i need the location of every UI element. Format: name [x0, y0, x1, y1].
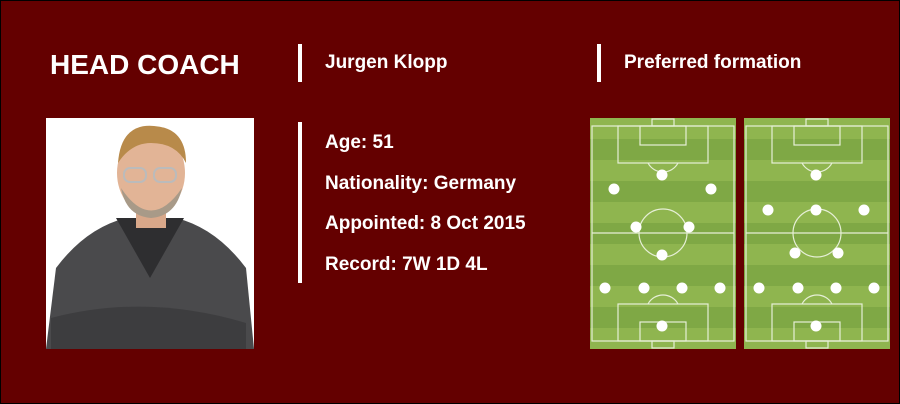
- pitch-stripe: [744, 307, 890, 328]
- goal-bottom: [651, 340, 675, 349]
- player-marker: [830, 282, 842, 294]
- pitch-stripe: [590, 118, 736, 139]
- pitch-stripe: [744, 244, 890, 265]
- pitch-stripe: [744, 328, 890, 349]
- pitch-stripe: [590, 307, 736, 328]
- coach-appointed: Appointed: 8 Oct 2015: [325, 213, 526, 234]
- formation-heading: Preferred formation: [624, 52, 802, 73]
- formation-pitch-2: [744, 118, 890, 349]
- pitch-stripe: [744, 265, 890, 286]
- player-marker: [810, 169, 822, 181]
- player-marker: [656, 320, 668, 332]
- pitch-stripe: [744, 118, 890, 139]
- player-marker: [858, 204, 870, 216]
- player-marker: [656, 249, 668, 261]
- player-marker: [676, 282, 688, 294]
- pitch-stripe: [590, 328, 736, 349]
- pitch-stripe: [590, 202, 736, 223]
- player-marker: [810, 204, 822, 216]
- player-marker: [608, 183, 620, 195]
- coach-nationality: Nationality: Germany: [325, 173, 517, 194]
- divider: [298, 122, 302, 283]
- pitch-stripe: [590, 265, 736, 286]
- player-marker: [656, 169, 668, 181]
- player-marker: [705, 183, 717, 195]
- player-marker: [714, 282, 726, 294]
- pitch-stripe: [744, 139, 890, 160]
- pitch-stripe: [744, 286, 890, 307]
- coach-portrait-icon: [46, 125, 254, 349]
- penalty-arc-bottom: [801, 294, 833, 305]
- divider: [597, 44, 601, 82]
- player-marker: [630, 221, 642, 233]
- penalty-arc-bottom: [647, 294, 679, 305]
- player-marker: [762, 204, 774, 216]
- pitch-stripe: [590, 286, 736, 307]
- pitch-stripe: [590, 139, 736, 160]
- player-marker: [599, 282, 611, 294]
- player-marker: [789, 247, 801, 259]
- pitch-stripe: [590, 181, 736, 202]
- pitch-stripe: [744, 181, 890, 202]
- section-title: HEAD COACH: [50, 49, 240, 80]
- goal-top: [805, 118, 829, 127]
- goal-top: [651, 118, 675, 127]
- player-marker: [753, 282, 765, 294]
- coach-name: Jurgen Klopp: [325, 52, 448, 73]
- player-marker: [683, 221, 695, 233]
- coach-record: Record: 7W 1D 4L: [325, 254, 488, 275]
- formation-pitch-1: [590, 118, 736, 349]
- player-marker: [792, 282, 804, 294]
- coach-age: Age: 51: [325, 132, 394, 153]
- player-marker: [638, 282, 650, 294]
- player-marker: [810, 320, 822, 332]
- coach-photo: [46, 118, 254, 349]
- goal-bottom: [805, 340, 829, 349]
- divider: [298, 44, 302, 82]
- player-marker: [832, 247, 844, 259]
- player-marker: [868, 282, 880, 294]
